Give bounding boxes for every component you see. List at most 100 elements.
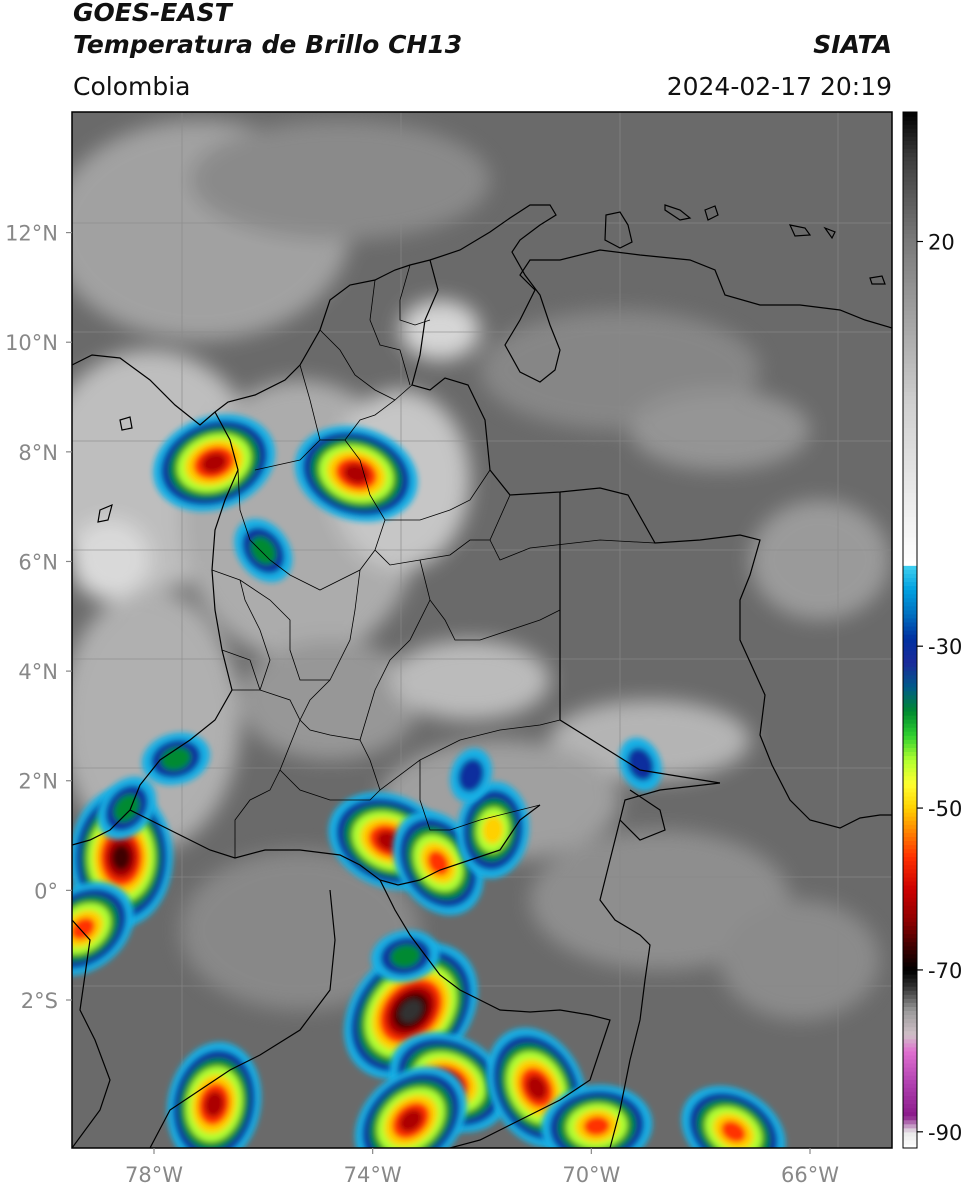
lon-tick-label: 66°W bbox=[781, 1163, 839, 1187]
colorbar-segment bbox=[903, 273, 917, 279]
colorbar-segment bbox=[903, 901, 917, 906]
colorbar-segment bbox=[903, 528, 917, 534]
colorbar-segment bbox=[903, 872, 917, 878]
colorbar-segment bbox=[903, 451, 917, 457]
colorbar-segment bbox=[903, 488, 917, 494]
colorbar-segment bbox=[903, 876, 917, 882]
colorbar-segment bbox=[903, 362, 917, 368]
convective-cell bbox=[234, 518, 293, 583]
colorbar-segment bbox=[903, 464, 917, 469]
colorbar-segment bbox=[903, 666, 917, 672]
colorbar-segment bbox=[903, 536, 917, 542]
colorbar-segment bbox=[903, 201, 917, 206]
colorbar-segment bbox=[903, 277, 917, 283]
colorbar-segment bbox=[903, 698, 917, 704]
colorbar-segment bbox=[903, 265, 917, 271]
colorbar-segment bbox=[903, 257, 917, 263]
lon-tick-label: 78°W bbox=[125, 1163, 183, 1187]
colorbar-segment bbox=[903, 889, 917, 894]
boundaries bbox=[72, 204, 892, 1148]
colorbar-segment bbox=[903, 480, 917, 485]
colorbar-segment bbox=[903, 338, 917, 344]
colorbar-segment bbox=[903, 298, 917, 303]
colorbar-tick-label: -30 bbox=[928, 635, 962, 659]
colorbar-segment bbox=[903, 779, 917, 785]
colorbar-segment bbox=[903, 302, 917, 307]
colorbar-segment bbox=[903, 124, 917, 129]
convective-cell bbox=[619, 737, 662, 792]
colorbar-segment bbox=[903, 747, 917, 753]
colorbar-segment bbox=[903, 650, 917, 655]
colorbar-segment bbox=[903, 808, 917, 813]
colorbar-segment bbox=[903, 820, 917, 825]
colorbar-segment bbox=[903, 1054, 917, 1060]
colorbar-segment bbox=[903, 245, 917, 251]
colorbar-segment bbox=[903, 1139, 917, 1145]
latitude-axis: 12°N 10°N 8°N 6°N 4°N 2°N 0° 2°S bbox=[5, 222, 72, 1013]
colorbar-segment bbox=[903, 371, 917, 376]
colorbar-tick-label: -90 bbox=[928, 1121, 962, 1145]
colorbar-segment bbox=[903, 132, 917, 137]
map-title-satellite: GOES-EAST bbox=[73, 0, 232, 27]
colorbar-segment bbox=[903, 597, 917, 603]
colorbar-segment bbox=[903, 342, 917, 348]
colorbar-segment bbox=[903, 1058, 917, 1064]
colorbar-segment bbox=[903, 613, 917, 619]
convective-cell bbox=[294, 425, 418, 522]
colorbar-segment bbox=[903, 630, 917, 635]
colorbar-segment bbox=[903, 1123, 917, 1129]
colorbar-segment bbox=[903, 702, 917, 708]
colorbar-segment bbox=[903, 783, 917, 789]
lat-tick-label: 10°N bbox=[5, 331, 58, 355]
colorbar-segment bbox=[903, 840, 917, 846]
colorbar-segment bbox=[903, 196, 917, 202]
border-venezuela bbox=[411, 259, 892, 829]
colorbar-segment bbox=[903, 112, 917, 117]
colorbar-segment bbox=[903, 589, 917, 595]
cell-contour bbox=[627, 747, 654, 781]
colorbar-segment bbox=[903, 156, 917, 162]
colorbar-segment bbox=[903, 379, 917, 384]
cloud-field bbox=[72, 112, 892, 1148]
organization-label: SIATA bbox=[813, 30, 892, 59]
colorbar-segment bbox=[903, 994, 917, 999]
cell-contour bbox=[399, 999, 423, 1023]
lat-tick-label: 4°N bbox=[18, 660, 58, 684]
colorbar-segment bbox=[903, 751, 917, 757]
colorbar-segment bbox=[903, 909, 917, 914]
colorbar-segment bbox=[903, 617, 917, 623]
convective-cell bbox=[153, 414, 276, 512]
colorbar-segment bbox=[903, 419, 917, 425]
colorbar-segment bbox=[903, 237, 917, 243]
colorbar-segment bbox=[903, 192, 917, 198]
colorbar-segment bbox=[903, 116, 917, 121]
colorbar-segment bbox=[903, 945, 917, 951]
colorbar-segment bbox=[903, 524, 917, 530]
colorbar-segment bbox=[903, 1075, 917, 1080]
colorbar-segment bbox=[903, 233, 917, 239]
colorbar-segment bbox=[903, 455, 917, 461]
colorbar-segment bbox=[903, 674, 917, 680]
colorbar-segment bbox=[903, 500, 917, 506]
colorbar-segment bbox=[903, 1087, 917, 1092]
colorbar-segment bbox=[903, 180, 917, 186]
colorbar-segment bbox=[903, 484, 917, 489]
colorbar-segment bbox=[903, 472, 917, 477]
colorbar-segment bbox=[903, 795, 917, 801]
colorbar-segment bbox=[903, 281, 917, 287]
cell-contour bbox=[201, 452, 227, 474]
colorbar-segment bbox=[903, 1103, 917, 1109]
colorbar-segment bbox=[903, 128, 917, 133]
longitude-axis: 78°W 74°W 70°W 66°W bbox=[125, 1148, 839, 1187]
colorbar-segment bbox=[903, 719, 917, 724]
colorbar-tick-label: -50 bbox=[928, 797, 962, 821]
colorbar-segment bbox=[903, 431, 917, 437]
cell-contour bbox=[720, 1120, 747, 1143]
colorbar-segment bbox=[903, 605, 917, 611]
cell-contour bbox=[482, 816, 504, 844]
colorbar-segment bbox=[903, 731, 917, 736]
colorbar-segment bbox=[903, 269, 917, 275]
colorbar-segment bbox=[903, 1135, 917, 1141]
colorbar-segment bbox=[903, 816, 917, 821]
